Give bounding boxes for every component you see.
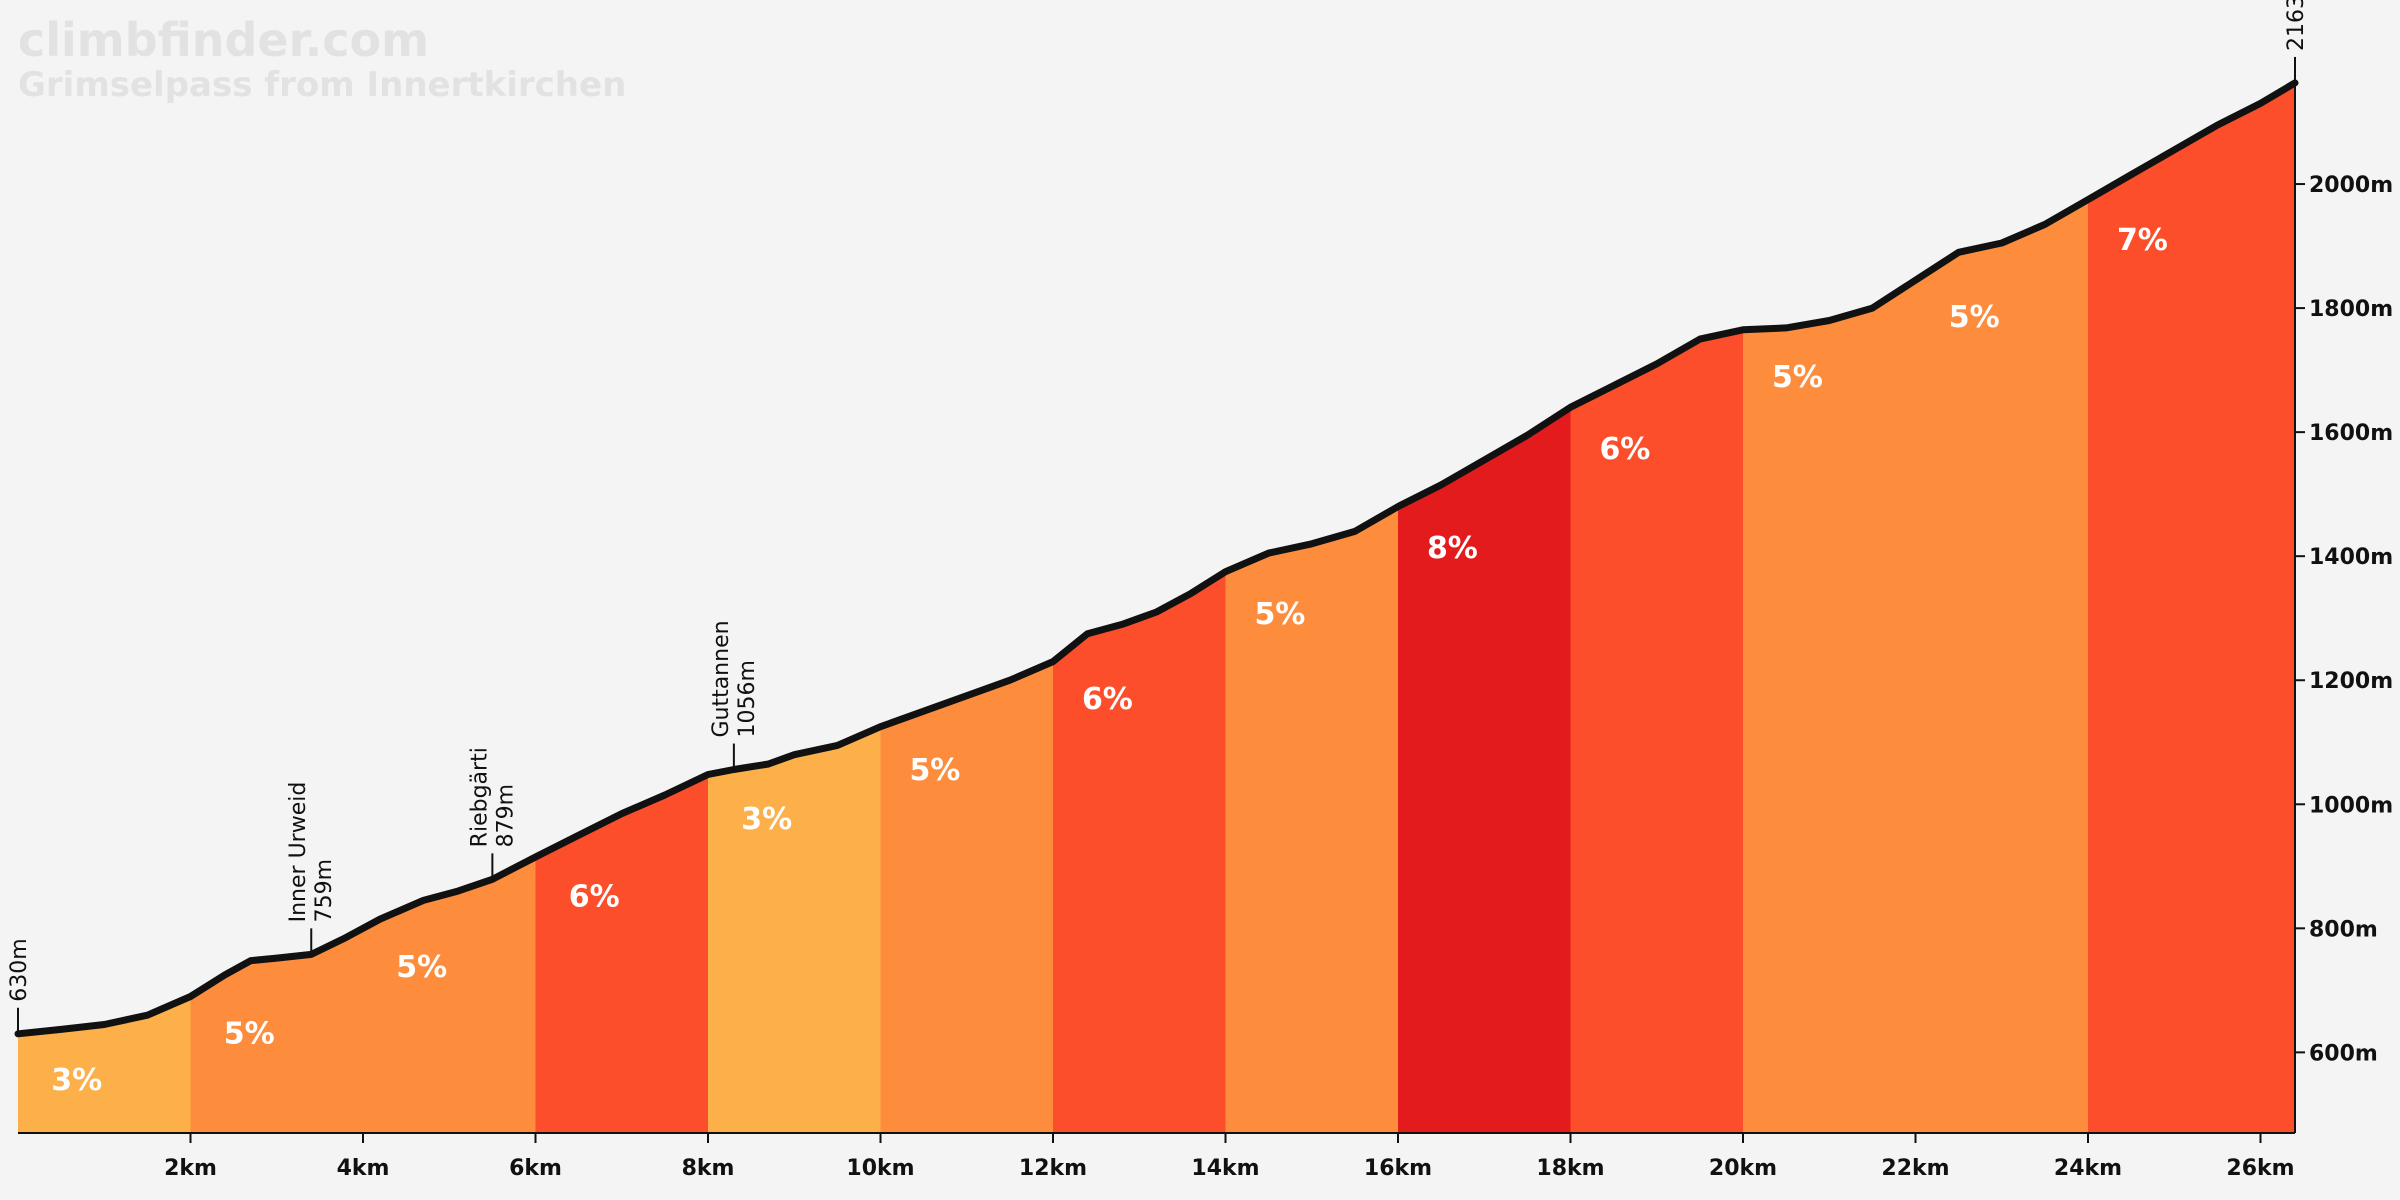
grade-label: 6% [569, 879, 620, 914]
grade-segment-2 [535, 774, 708, 1133]
profile-line-group [14, 79, 2299, 1038]
grade-label: 3% [741, 802, 792, 837]
climb-title: Grimselpass from Innertkirchen [18, 65, 626, 105]
axes: 2km 4km 6km 8km 10km 12km 14km 16km 18km 20km 22km… [18, 82, 2393, 1181]
grade-label: 7% [2117, 223, 2168, 258]
grade-segment-4 [880, 661, 1053, 1133]
grade-label: 5% [1772, 360, 1823, 395]
x-tick-label: 12km [1019, 1156, 1087, 1181]
grade-label: 5% [1254, 597, 1305, 632]
marker-elevation: 879m [493, 784, 518, 847]
x-tick-label: 26km [2226, 1156, 2294, 1181]
x-tick-label: 4km [337, 1156, 390, 1181]
x-tick-label: 6km [509, 1156, 562, 1181]
marker-elevation: 1056m [735, 660, 760, 737]
grade-label: 5% [909, 753, 960, 788]
grade-segment-7 [1398, 407, 1571, 1133]
profile-line [14, 79, 2299, 1038]
grade-segment-10 [2088, 82, 2295, 1133]
y-tick-label: 1600m [2309, 421, 2393, 446]
site-brand: climbfinder.com [18, 13, 429, 67]
grade-segment-3 [708, 726, 881, 1133]
marker-elevation: 759m [312, 859, 337, 922]
x-tick-label: 10km [846, 1156, 914, 1181]
x-tick-label: 18km [1536, 1156, 1604, 1181]
grade-segment-9 [1743, 199, 2088, 1134]
y-tick-label: 1200m [2309, 669, 2393, 694]
grade-segment-8 [1570, 329, 1743, 1133]
x-tick-label: 8km [682, 1156, 735, 1181]
y-tick-label: 1000m [2309, 793, 2393, 818]
grade-label: 8% [1427, 531, 1478, 566]
location-markers: 630m Inner Urweid 759m Riebgärti 879m Guttann… [7, 0, 2309, 1034]
y-tick-label: 600m [2309, 1041, 2378, 1066]
x-tick-label: 20km [1709, 1156, 1777, 1181]
y-tick-label: 2000m [2309, 173, 2393, 198]
grade-segment-6 [1225, 506, 1398, 1134]
grade-label: 5% [396, 950, 447, 985]
grade-label: 5% [224, 1017, 275, 1052]
grade-segment-0 [18, 996, 191, 1133]
marker-name: Riebgärti [467, 747, 492, 847]
marker-name: Guttannen [709, 620, 734, 737]
marker-name: Inner Urweid [286, 782, 311, 923]
grade-label: 6% [1082, 682, 1133, 717]
x-tick-label: 22km [1881, 1156, 1949, 1181]
grade-segment-1 [190, 857, 536, 1133]
y-tick-label: 1400m [2309, 545, 2393, 570]
grade-segments [18, 82, 2295, 1134]
grade-segment-5 [1053, 571, 1226, 1133]
x-tick-label: 24km [2054, 1156, 2122, 1181]
grade-label: 6% [1599, 432, 1650, 467]
marker-elevation: 630m [7, 938, 32, 1001]
x-tick-label: 2km [164, 1156, 217, 1181]
grade-labels: 3% 5% 5% 6% 3% 5% 6% 5% 8% 6% 5% 5% 7% [51, 223, 2168, 1098]
y-tick-label: 1800m [2309, 297, 2393, 322]
x-tick-label: 14km [1191, 1156, 1259, 1181]
y-tick-label: 800m [2309, 917, 2378, 942]
x-tick-label: 16km [1364, 1156, 1432, 1181]
marker-elevation: 2163m [2284, 0, 2309, 51]
grade-label: 3% [51, 1063, 102, 1098]
grade-label: 5% [1949, 300, 2000, 335]
